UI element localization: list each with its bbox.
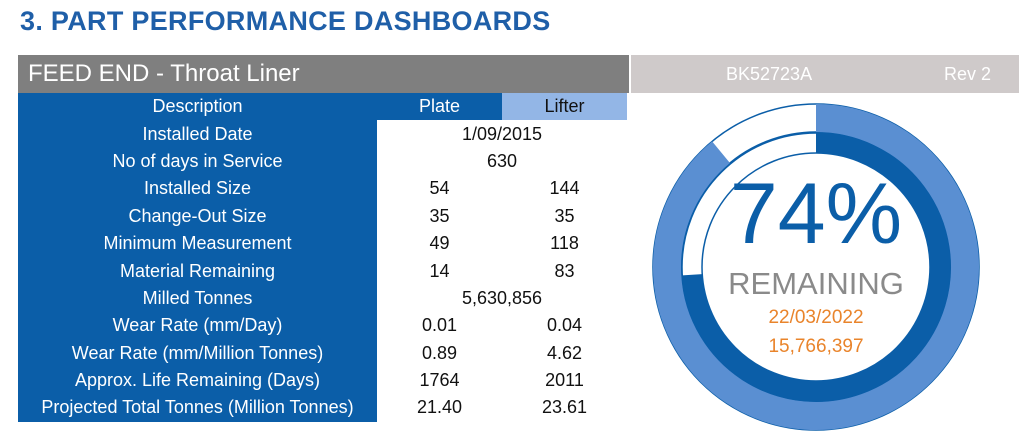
row-value-lifter: 144: [549, 178, 580, 199]
part-header-bar: FEED END - Throat Liner BK52723A Rev 2: [18, 55, 1019, 93]
gauge-rings: [652, 103, 980, 431]
table-row: Material Remaining 14 83: [18, 257, 627, 285]
row-label: Change-Out Size: [18, 202, 377, 230]
row-label: Wear Rate (mm/Day): [18, 312, 377, 340]
table-row: Wear Rate (mm/Day) 0.01 0.04: [18, 312, 627, 340]
row-value-plate: 0.89: [421, 342, 458, 363]
percent-remaining: 74%: [729, 166, 903, 262]
column-header-plate: Plate: [377, 93, 502, 121]
row-label: No of days in Service: [18, 147, 377, 176]
table-row: Wear Rate (mm/Million Tonnes) 0.89 4.62: [18, 339, 627, 367]
part-performance-table: Description Plate Lifter Installed Date 1…: [18, 93, 627, 422]
column-header-lifter: Lifter: [502, 93, 627, 121]
row-value-merged: 630: [486, 150, 518, 171]
part-code: BK52723A: [726, 64, 813, 84]
row-value-lifter: 23.61: [541, 397, 588, 418]
row-value-plate: 14: [429, 260, 450, 281]
part-meta: BK52723A Rev 2: [631, 55, 1019, 93]
row-label: Projected Total Tonnes (Million Tonnes): [18, 394, 377, 422]
table-row: Minimum Measurement 49 118: [18, 229, 627, 258]
row-value-lifter: 35: [554, 205, 575, 226]
remaining-gauge: 74% REMAINING 22/03/2022 15,766,397: [650, 102, 1002, 432]
row-label: Material Remaining: [18, 257, 377, 285]
table-row: Installed Size 54 144: [18, 175, 627, 203]
table-row: No of days in Service 630: [18, 147, 627, 176]
section-title: 3. PART PERFORMANCE DASHBOARDS: [20, 6, 551, 36]
row-value-plate: 1764: [419, 370, 460, 391]
row-value-plate: 21.40: [416, 397, 463, 418]
outer-ring-arc: [653, 104, 979, 430]
row-value-plate: 35: [429, 205, 450, 226]
table-header-row: Description Plate Lifter: [18, 93, 627, 121]
row-value-merged: 5,630,856: [461, 287, 543, 308]
row-label: Milled Tonnes: [18, 284, 377, 313]
row-label: Installed Size: [18, 175, 377, 203]
table-row: Milled Tonnes 5,630,856: [18, 284, 627, 313]
table-row: Installed Date 1/09/2015: [18, 120, 627, 148]
row-value-lifter: 2011: [545, 370, 584, 391]
row-value-plate: 54: [429, 178, 450, 199]
row-label: Installed Date: [18, 120, 377, 148]
projected-tonnes: 15,766,397: [768, 336, 864, 357]
remaining-label: REMAINING: [728, 266, 904, 301]
row-label: Wear Rate (mm/Million Tonnes): [18, 339, 377, 367]
row-value-lifter: 118: [550, 233, 579, 254]
revision-label: Rev 2: [943, 64, 991, 84]
table-row: Approx. Life Remaining (Days) 1764 2011: [18, 366, 627, 395]
projected-date: 22/03/2022: [768, 307, 864, 328]
table-row: Change-Out Size 35 35: [18, 202, 627, 230]
row-label: Minimum Measurement: [18, 229, 377, 258]
inner-ring-arc: [682, 133, 950, 401]
table-row: Projected Total Tonnes (Million Tonnes) 2…: [18, 394, 627, 422]
row-value-plate: 0.01: [421, 315, 458, 336]
row-value-lifter: 0.04: [546, 315, 583, 336]
column-header-description: Description: [18, 93, 377, 121]
row-value-plate: 49: [429, 233, 450, 254]
row-label: Approx. Life Remaining (Days): [18, 366, 377, 395]
row-value-lifter: 83: [554, 260, 575, 281]
row-value-lifter: 4.62: [546, 342, 583, 363]
row-value-merged: 1/09/2015: [461, 123, 543, 144]
part-name: FEED END - Throat Liner: [18, 55, 629, 93]
